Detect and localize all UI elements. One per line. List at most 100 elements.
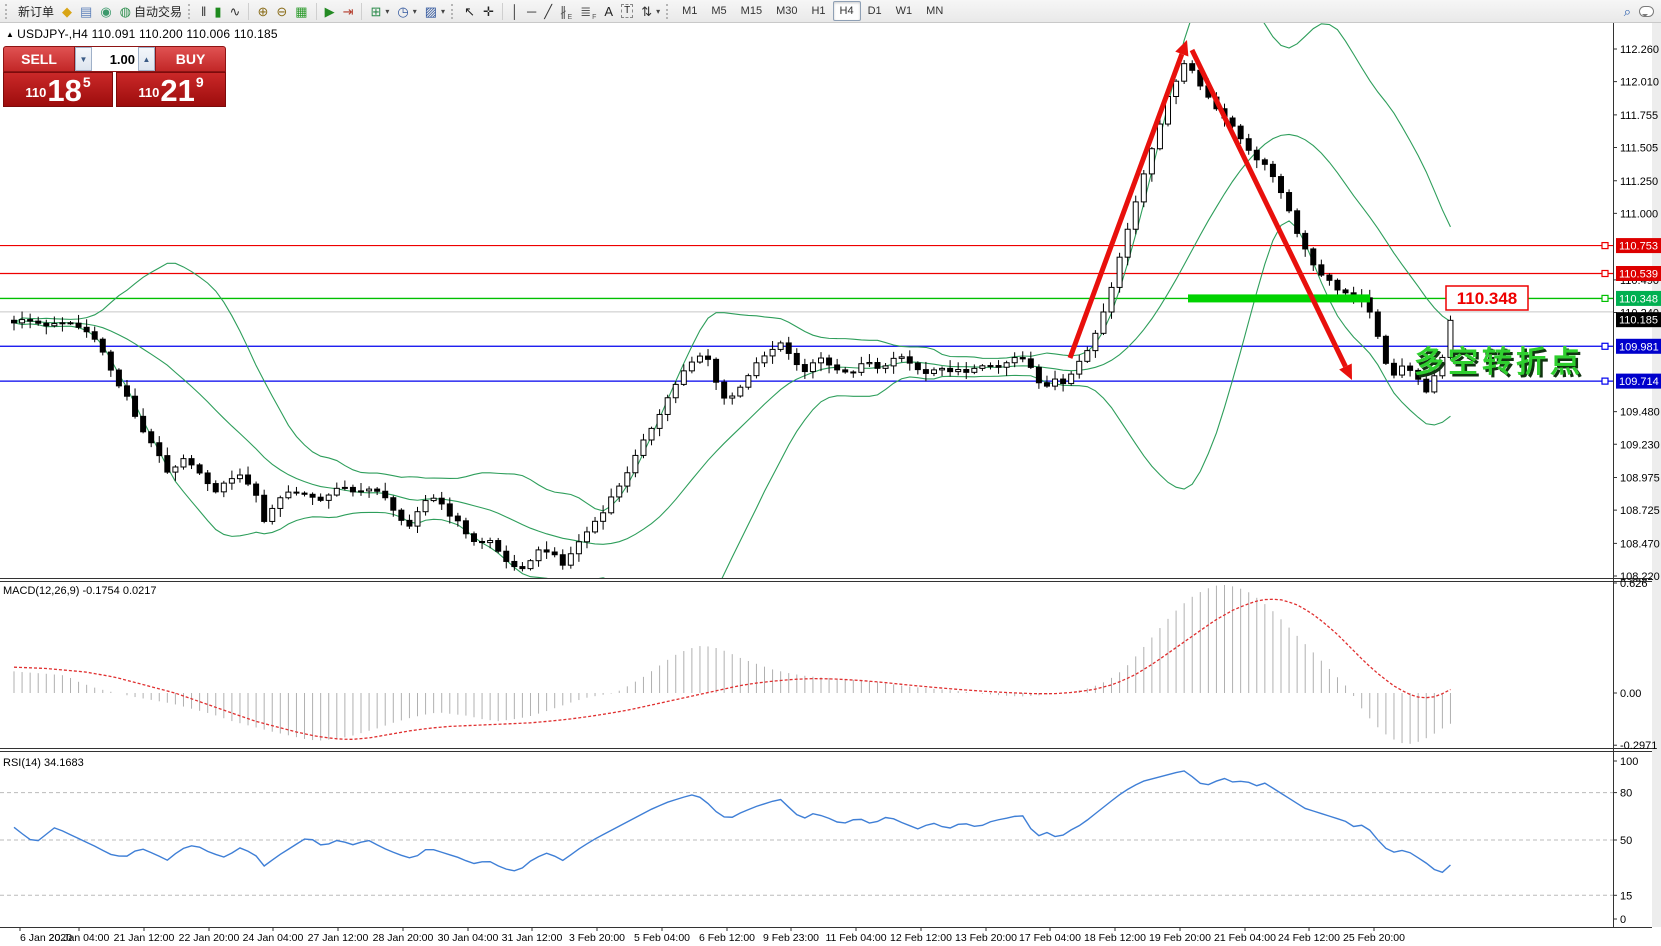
template-icon[interactable]: ◆ [62,3,73,19]
buy-price-button[interactable]: 110 21 9 [116,72,226,107]
horizontal-line-icon[interactable]: ─ [527,3,537,19]
toolbar-grip-1 [5,3,10,19]
svg-text:109.981: 109.981 [1619,341,1659,353]
svg-text:111.755: 111.755 [1620,110,1658,122]
volume-decrease-button[interactable]: ▼ [75,47,92,71]
line-handle[interactable] [1601,241,1609,250]
svg-text:-0.2971: -0.2971 [1620,740,1657,752]
line-handle[interactable] [1601,269,1609,278]
svg-text:110.348: 110.348 [1457,289,1518,308]
svg-text:108.220: 108.220 [1620,571,1660,583]
text-label-icon[interactable]: T [617,2,637,21]
svg-text:多空转折点: 多空转折点 [1414,346,1584,379]
volume-input[interactable] [92,47,138,71]
zoom-out-icon[interactable]: ⊖ [276,3,288,19]
line-handle[interactable] [1601,294,1609,303]
symbol-ohlc-text: USDJPY-,H4 110.091 110.200 110.006 110.1… [17,27,278,41]
candlestick-chart-icon[interactable]: ▮ [214,3,222,19]
svg-text:13 Feb 20:00: 13 Feb 20:00 [955,932,1017,944]
sell-button[interactable]: SELL [3,46,75,72]
svg-text:111.250: 111.250 [1620,176,1658,188]
text-tool-icon[interactable]: A [604,3,614,19]
price-badge: 110.348 [1616,290,1661,306]
data-window-icon[interactable]: ◉ [100,3,112,19]
svg-text:27 Jan 12:00: 27 Jan 12:00 [308,932,369,944]
buy-button[interactable]: BUY [155,46,226,72]
auto-scroll-icon[interactable]: ▶ [324,3,335,19]
line-handle[interactable] [1601,342,1609,350]
svg-text:0: 0 [1620,914,1626,926]
timeframe-d1[interactable]: D1 [867,5,882,17]
price-tag-110348[interactable]: 110.348 [1445,285,1529,311]
market-watch-icon[interactable]: ▤ [80,3,93,19]
svg-text:111.505: 111.505 [1620,142,1658,154]
bollinger-bands [13,23,1451,578]
svg-text:108.975: 108.975 [1620,473,1660,485]
trend-arrow[interactable] [1067,40,1189,359]
chart-shift-icon[interactable]: ⇥ [342,3,354,19]
symbol-search-icon[interactable]: ⌕ [1623,3,1631,19]
timeframe-m5[interactable]: M5 [711,5,727,17]
price-badge: 110.753 [1616,238,1661,254]
cursor-icon[interactable]: ↖ [464,3,475,19]
svg-text:24 Jan 04:00: 24 Jan 04:00 [243,932,304,944]
svg-text:15: 15 [1620,890,1632,902]
svg-text:110.753: 110.753 [1619,241,1658,253]
rsi-line [13,770,1451,874]
periods-icon[interactable]: ◷ ▾ [397,3,417,19]
trend-arrow[interactable] [1189,48,1352,380]
price-axis[interactable]: 112.260 112.010 111.755 111.505 111.250 111.0… [1601,44,1661,926]
svg-text:5 Feb 04:00: 5 Feb 04:00 [634,932,690,944]
line-handle[interactable] [1601,377,1609,385]
vertical-line-icon[interactable]: │ [510,3,519,19]
new-chart-icon[interactable]: ⊞ ▾ [370,3,390,19]
timeframe-h4[interactable]: H4 [832,1,861,21]
chat-icon[interactable] [1635,2,1658,21]
fibonacci-icon[interactable]: ≣ F [580,3,597,21]
svg-text:109.714: 109.714 [1619,376,1659,388]
svg-text:108.725: 108.725 [1620,505,1660,517]
sell-price-prefix: 110 [25,85,47,100]
auto-trading-button[interactable]: ◍ 自动交易 [119,3,183,19]
arrows-tool-icon[interactable]: ⇅ ▾ [641,3,661,19]
new-order-button[interactable]: 新订单 [18,4,55,19]
timeframe-h1[interactable]: H1 [811,5,826,17]
symbol-ohlc-line: ▲ USDJPY-,H4 110.091 110.200 110.006 110.… [6,27,278,41]
svg-text:110.185: 110.185 [1619,315,1658,327]
toolbar-sep-4 [501,2,503,20]
svg-text:50: 50 [1620,835,1632,847]
svg-text:100: 100 [1620,756,1638,768]
timeframe-w1[interactable]: W1 [895,5,913,17]
svg-text:112.260: 112.260 [1620,44,1659,56]
line-chart-icon[interactable]: ∿ [229,3,241,19]
price-badge: 109.981 [1616,338,1661,354]
timeframe-mn[interactable]: MN [926,5,944,17]
timeframe-m30[interactable]: M30 [776,5,798,17]
volume-stepper: ▼ ▲ [75,46,155,72]
sell-price-button[interactable]: 110 18 5 [3,72,113,107]
bid-price-badge: 110.185 [1616,312,1661,328]
svg-text:19 Feb 20:00: 19 Feb 20:00 [1149,932,1211,944]
trendline-icon[interactable]: ╱ [544,3,553,19]
svg-text:30 Jan 04:00: 30 Jan 04:00 [438,932,499,944]
svg-text:6 Jan 2020: 6 Jan 2020 [20,932,72,944]
tile-windows-icon[interactable]: ▦ [295,3,308,19]
toolbar-grip-4 [666,3,671,19]
svg-text:3 Feb 20:00: 3 Feb 20:00 [569,932,625,944]
crosshair-icon[interactable]: ✛ [482,3,494,19]
timeframe-m15[interactable]: M15 [740,5,763,17]
svg-text:6 Feb 12:00: 6 Feb 12:00 [699,932,755,944]
volume-increase-button[interactable]: ▲ [138,47,155,71]
svg-text:0.00: 0.00 [1620,688,1641,700]
sell-price-big: 18 [47,72,82,108]
timeframe-m1[interactable]: M1 [682,5,698,17]
zoom-in-icon[interactable]: ⊕ [257,3,269,19]
equidistant-channel-icon[interactable]: ∦ E [560,3,573,21]
svg-text:80: 80 [1620,788,1632,800]
support-zone-bar[interactable] [1188,294,1370,303]
bar-chart-icon[interactable]: ‖ [201,3,207,19]
indicators-icon[interactable]: ▨ ▾ [424,3,446,19]
